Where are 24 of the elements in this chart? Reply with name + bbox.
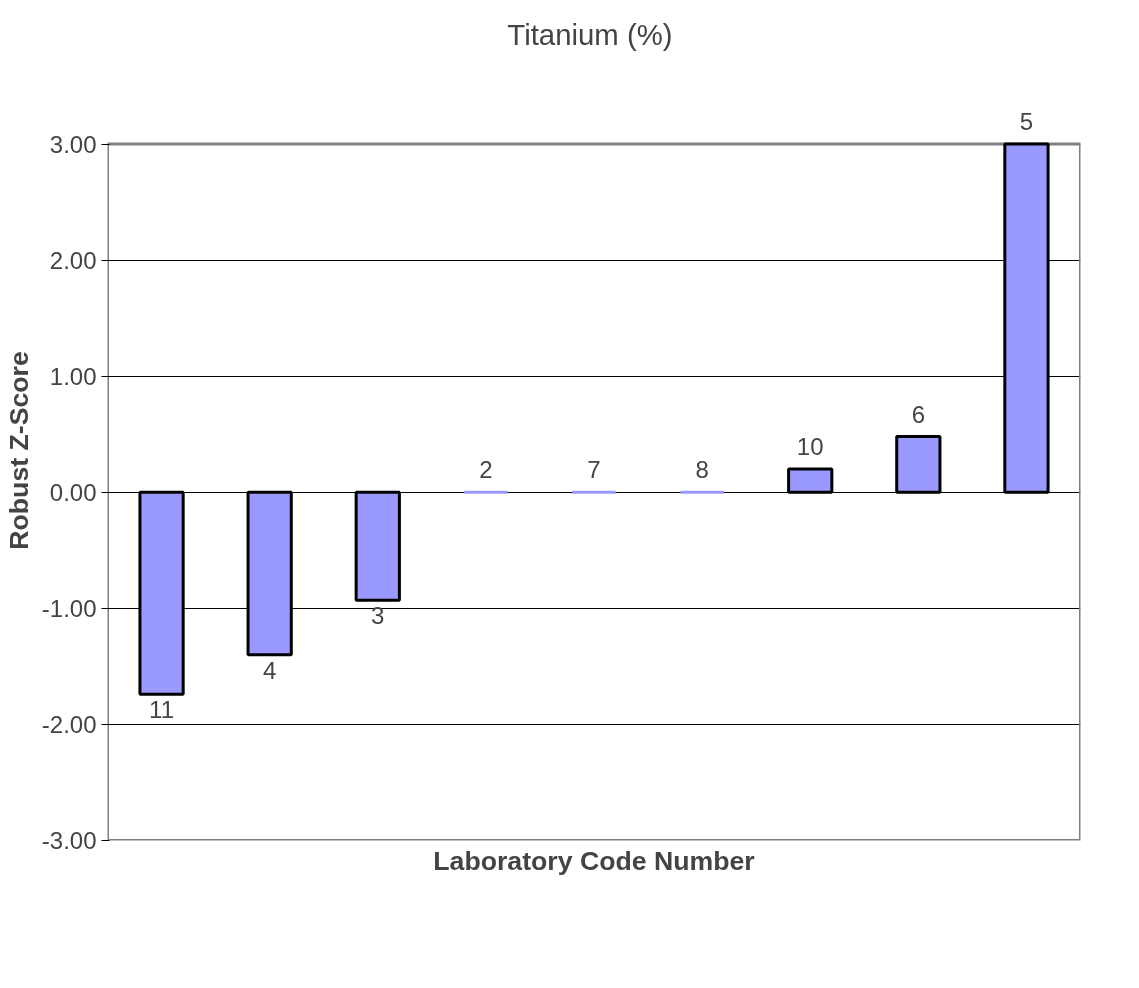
y-tick-label: -2.00 [41,710,97,738]
chart-title: Titanium (%) [507,17,673,51]
x-tick-label: 10 [796,433,824,461]
x-tick-label: 5 [1019,108,1034,136]
bar [787,467,834,494]
y-tick-label: 3.00 [49,130,97,158]
x-tick-label: 6 [911,400,926,428]
x-axis-title: Laboratory Code Number [433,845,755,876]
y-tick-label: 0.00 [49,478,97,506]
y-axis-title: Robust Z-Score [3,351,34,550]
bar [895,435,942,494]
x-tick-label: 3 [371,602,385,630]
x-tick-label: 2 [479,456,493,484]
x-tick-label: 4 [262,656,277,684]
y-tick-label: -3.00 [41,827,97,854]
x-tick-label: 7 [587,456,601,484]
x-tick-label: 11 [149,696,175,724]
bar [354,490,401,602]
bar [246,490,293,657]
y-tick-label: 1.00 [49,362,97,390]
y-tick-label: 2.00 [49,246,97,274]
bar [138,490,185,696]
x-tick-label: 8 [695,456,709,484]
y-tick-label: -1.00 [41,594,97,622]
